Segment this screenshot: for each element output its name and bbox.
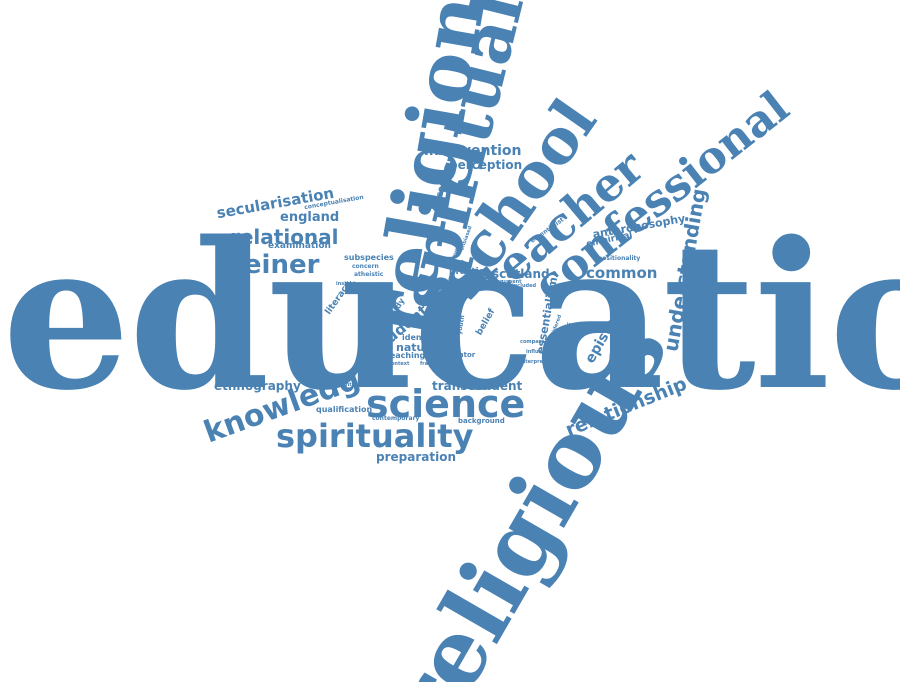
word-steiner: steiner <box>216 250 320 280</box>
word-perception: perception <box>449 158 523 172</box>
word-positionality: positionality <box>598 255 641 262</box>
word-framework: framework <box>420 361 451 367</box>
word-teaching: teaching <box>386 351 426 360</box>
word-preparation: preparation <box>376 450 456 464</box>
word-identity: identity <box>402 333 438 342</box>
word-relational: relational <box>230 225 339 249</box>
word-contemporary: contemporary <box>372 415 420 422</box>
word-influence: influence <box>526 349 552 355</box>
word-england: england <box>280 210 340 225</box>
word-nature: nature <box>396 341 438 354</box>
word-spirituality: spirituality <box>276 417 474 455</box>
word-educator: educator <box>440 351 476 359</box>
word-qualification: qualification <box>316 405 373 414</box>
word-subspecies: subspecies <box>344 253 394 262</box>
word-examination: examination <box>268 241 331 251</box>
word-context: context <box>388 361 410 367</box>
word-moral: moral <box>546 289 563 295</box>
word-atheistic: atheistic <box>354 271 384 278</box>
word-scotland: scotland <box>492 267 550 281</box>
word-ethnography: ethnography <box>214 379 301 393</box>
word-education: education <box>2 197 900 435</box>
word-included: included <box>512 283 537 289</box>
word-science: science <box>366 382 526 426</box>
word-compare: compare <box>520 339 545 345</box>
word-insight: insight <box>336 281 356 287</box>
word-transcendent: transcendent <box>432 379 523 393</box>
word-concern: concern <box>352 263 379 270</box>
word-common: common <box>586 264 658 282</box>
word-introspection: introspection <box>344 382 382 388</box>
word-interpretation: interpretation <box>520 359 560 365</box>
word-practice: practice <box>449 267 491 277</box>
word-argument: argument <box>494 279 522 285</box>
word-background: background <box>458 417 505 425</box>
word-intervention: intervention <box>424 143 522 159</box>
